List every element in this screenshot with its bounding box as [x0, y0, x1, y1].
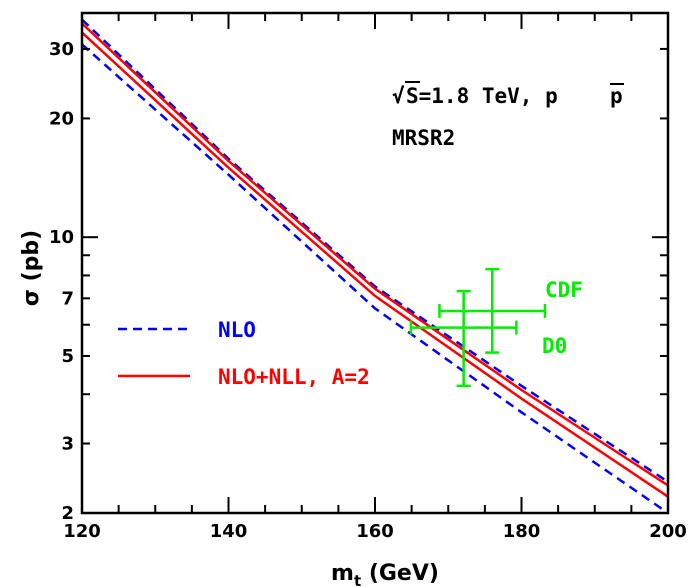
d0-label: D0 [542, 334, 567, 358]
energy-annotation: √ S=1.8 TeV, p p [392, 81, 624, 108]
sqrt-symbol: √ [392, 84, 405, 108]
x-axis-label-m: m [331, 561, 354, 586]
y-axis-label: σ (pb) [19, 230, 44, 306]
y-tick-label: 30 [49, 39, 74, 60]
x-tick-label: 140 [210, 521, 248, 542]
pdf-label: MRSR2 [392, 126, 455, 150]
series-1-upper-line [81, 22, 669, 487]
x-axis-label-sub: t [354, 572, 361, 587]
x-tick-label: 180 [503, 521, 541, 542]
pbar-label: p [610, 84, 623, 108]
x-axis-label-rest: (GeV) [361, 561, 439, 586]
y-tick-label: 3 [61, 434, 74, 455]
x-tick-label: 160 [356, 521, 394, 542]
y-tick-label: 2 [61, 503, 74, 524]
x-tick-label: 200 [649, 521, 687, 542]
ticks-layer [81, 13, 669, 514]
cdf-label: CDF [545, 278, 583, 302]
legend: NLO NLO+NLL, A=2 [118, 318, 370, 389]
y-tick-label: 5 [61, 346, 74, 367]
y-tick-label: 10 [49, 227, 74, 248]
series-1-lower-line [81, 31, 669, 498]
x-axis-label: mt (GeV) [331, 561, 439, 587]
energy-label: S=1.8 TeV, p [406, 84, 558, 108]
y-tick-label: 20 [49, 108, 74, 129]
series-0-lower-line [81, 43, 669, 515]
curves-layer [81, 18, 669, 515]
errorbars-layer [409, 267, 547, 388]
legend-nll-label: NLO+NLL, A=2 [218, 365, 370, 389]
series-0-upper-line [81, 18, 669, 483]
y-tick-label: 7 [61, 288, 74, 309]
x-tick-label: 120 [63, 521, 101, 542]
tick-labels-layer: 120 140 160 180 200 2 3 5 7 10 20 30 [49, 39, 687, 542]
legend-nlo-label: NLO [218, 318, 256, 342]
